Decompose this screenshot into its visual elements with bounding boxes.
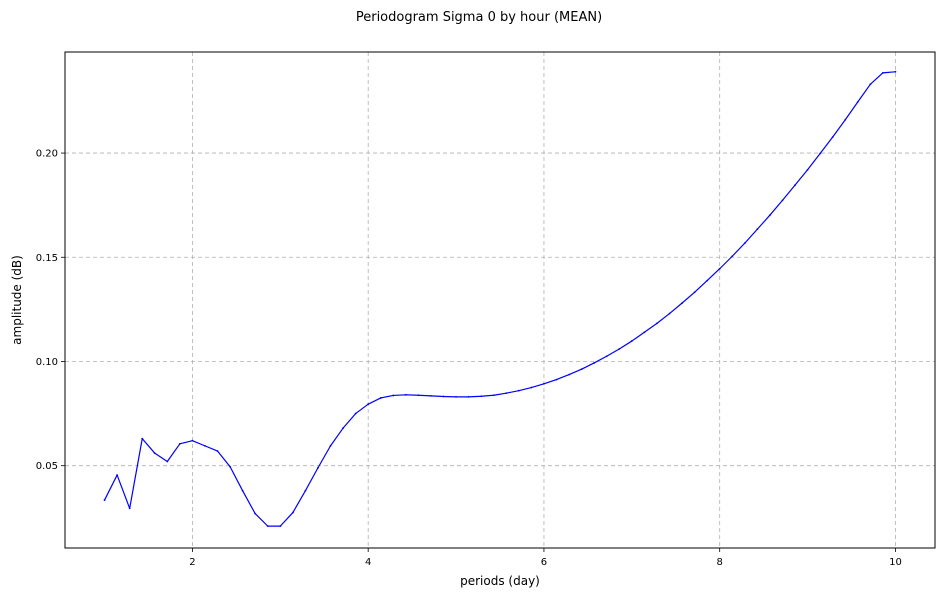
x-axis-label: periods (day) [460,574,540,588]
series-line [104,71,896,527]
data-point [794,184,796,187]
data-point [844,118,847,121]
data-point [241,489,244,492]
data-point [392,394,395,397]
chart-title: Periodogram Sigma 0 by hour (MEAN) [356,10,602,25]
data-point [580,368,583,371]
x-tick-label: 6 [541,557,547,568]
data-point [781,199,784,202]
data-point [718,267,721,270]
data-point [153,452,156,455]
data-point [731,255,734,258]
data-point [178,442,181,445]
data-point [166,460,169,463]
data-point [254,512,257,515]
data-point [329,444,332,447]
data-point [505,392,508,395]
y-tick-label: 0.20 [36,149,58,160]
data-point [266,525,269,528]
data-point [806,168,809,171]
data-point [856,101,859,103]
series-layer [103,70,897,528]
data-point [103,499,106,501]
data-point [693,291,696,294]
plot-frame [64,51,936,549]
data-point [480,395,483,398]
data-point [819,152,822,155]
y-tick-label: 0.10 [36,357,58,368]
data-point [894,70,897,73]
data-point [204,444,206,447]
data-point [543,382,545,385]
data-point [467,396,470,398]
data-point [216,450,219,452]
data-point [568,373,570,376]
data-point [593,362,596,364]
data-point [367,403,370,406]
data-point [291,511,294,514]
data-point [279,525,282,528]
x-axis-ticks: 2 4 6 8 10 [189,548,902,568]
x-tick-label: 8 [717,557,723,568]
data-point [618,348,621,350]
data-point [354,412,357,415]
data-point [668,312,671,315]
data-point [605,355,608,358]
data-point [128,507,131,510]
data-point [379,397,382,399]
data-point [530,386,533,389]
data-point [430,394,432,397]
data-point [756,228,759,231]
y-axis-ticks: 0.05 0.10 0.15 0.20 [36,149,65,472]
data-point [229,465,232,468]
data-point [417,394,420,397]
x-tick-label: 4 [365,557,371,568]
data-point [869,83,872,86]
data-point [630,340,633,342]
data-point [141,437,144,440]
data-point [116,474,119,476]
data-point [706,279,709,282]
data-point [831,136,834,138]
x-tick-label: 10 [889,557,902,568]
y-tick-label: 0.15 [36,253,58,264]
data-point [342,427,344,430]
data-point [442,395,445,398]
data-point [743,242,746,245]
data-point [317,466,319,469]
data-point [517,389,520,392]
data-point [304,489,307,492]
data-point [455,396,457,398]
x-tick-label: 2 [189,557,195,568]
data-point [191,439,194,442]
data-point [404,393,407,396]
data-point [768,214,771,217]
data-point [492,394,495,397]
data-point [881,71,884,74]
y-axis-label: amplitude (dB) [10,255,24,345]
data-point [643,331,646,334]
data-point [681,302,683,305]
data-point [656,322,658,325]
data-point [555,378,558,381]
y-tick-label: 0.05 [36,461,58,472]
grid [65,52,935,548]
